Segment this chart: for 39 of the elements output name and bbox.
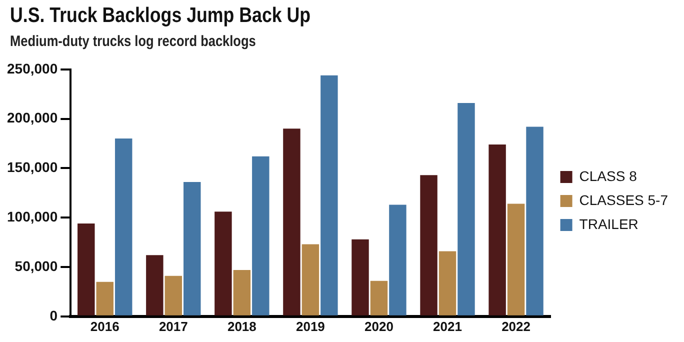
bar: [114, 138, 132, 316]
bar: [302, 244, 320, 316]
bar: [283, 128, 300, 316]
bar: [370, 280, 388, 316]
x-tick-label: 2016: [90, 318, 120, 334]
legend-label: CLASSES 5-7: [579, 192, 668, 208]
y-tick-label: 100,000: [6, 208, 58, 224]
bar: [458, 102, 475, 316]
bar: [214, 212, 232, 316]
y-tick-label: 50,000: [14, 258, 58, 274]
x-tick-label: 2017: [158, 318, 188, 334]
bar: [507, 204, 525, 316]
bar: [184, 182, 201, 316]
bar: [320, 75, 338, 316]
y-tick-label: 200,000: [6, 110, 58, 126]
y-tick-label: 0: [50, 307, 58, 324]
bar: [352, 239, 369, 316]
x-tick-label: 2018: [227, 318, 256, 334]
bar: [96, 282, 114, 316]
y-tick-label: 250,000: [6, 60, 58, 76]
x-tick-label: 2020: [364, 318, 394, 334]
chart-subtitle: Medium-duty trucks log record backlogs: [10, 33, 256, 50]
bar: [438, 251, 456, 316]
bar: [526, 126, 544, 316]
x-tick-label: 2021: [433, 318, 462, 334]
bar: [488, 144, 506, 316]
chart-title: U.S. Truck Backlogs Jump Back Up: [10, 4, 311, 28]
legend-label: CLASS 8: [579, 168, 638, 184]
bar: [420, 175, 438, 316]
legend-label: TRAILER: [579, 216, 638, 232]
bar: [252, 156, 270, 316]
y-tick-label: 150,000: [6, 159, 58, 176]
bar: [389, 204, 406, 316]
bar: [146, 255, 164, 316]
bar: [78, 224, 95, 316]
x-tick-label: 2022: [502, 318, 530, 334]
bar: [164, 276, 182, 316]
bar: [233, 270, 251, 316]
x-tick-label: 2019: [296, 318, 325, 334]
